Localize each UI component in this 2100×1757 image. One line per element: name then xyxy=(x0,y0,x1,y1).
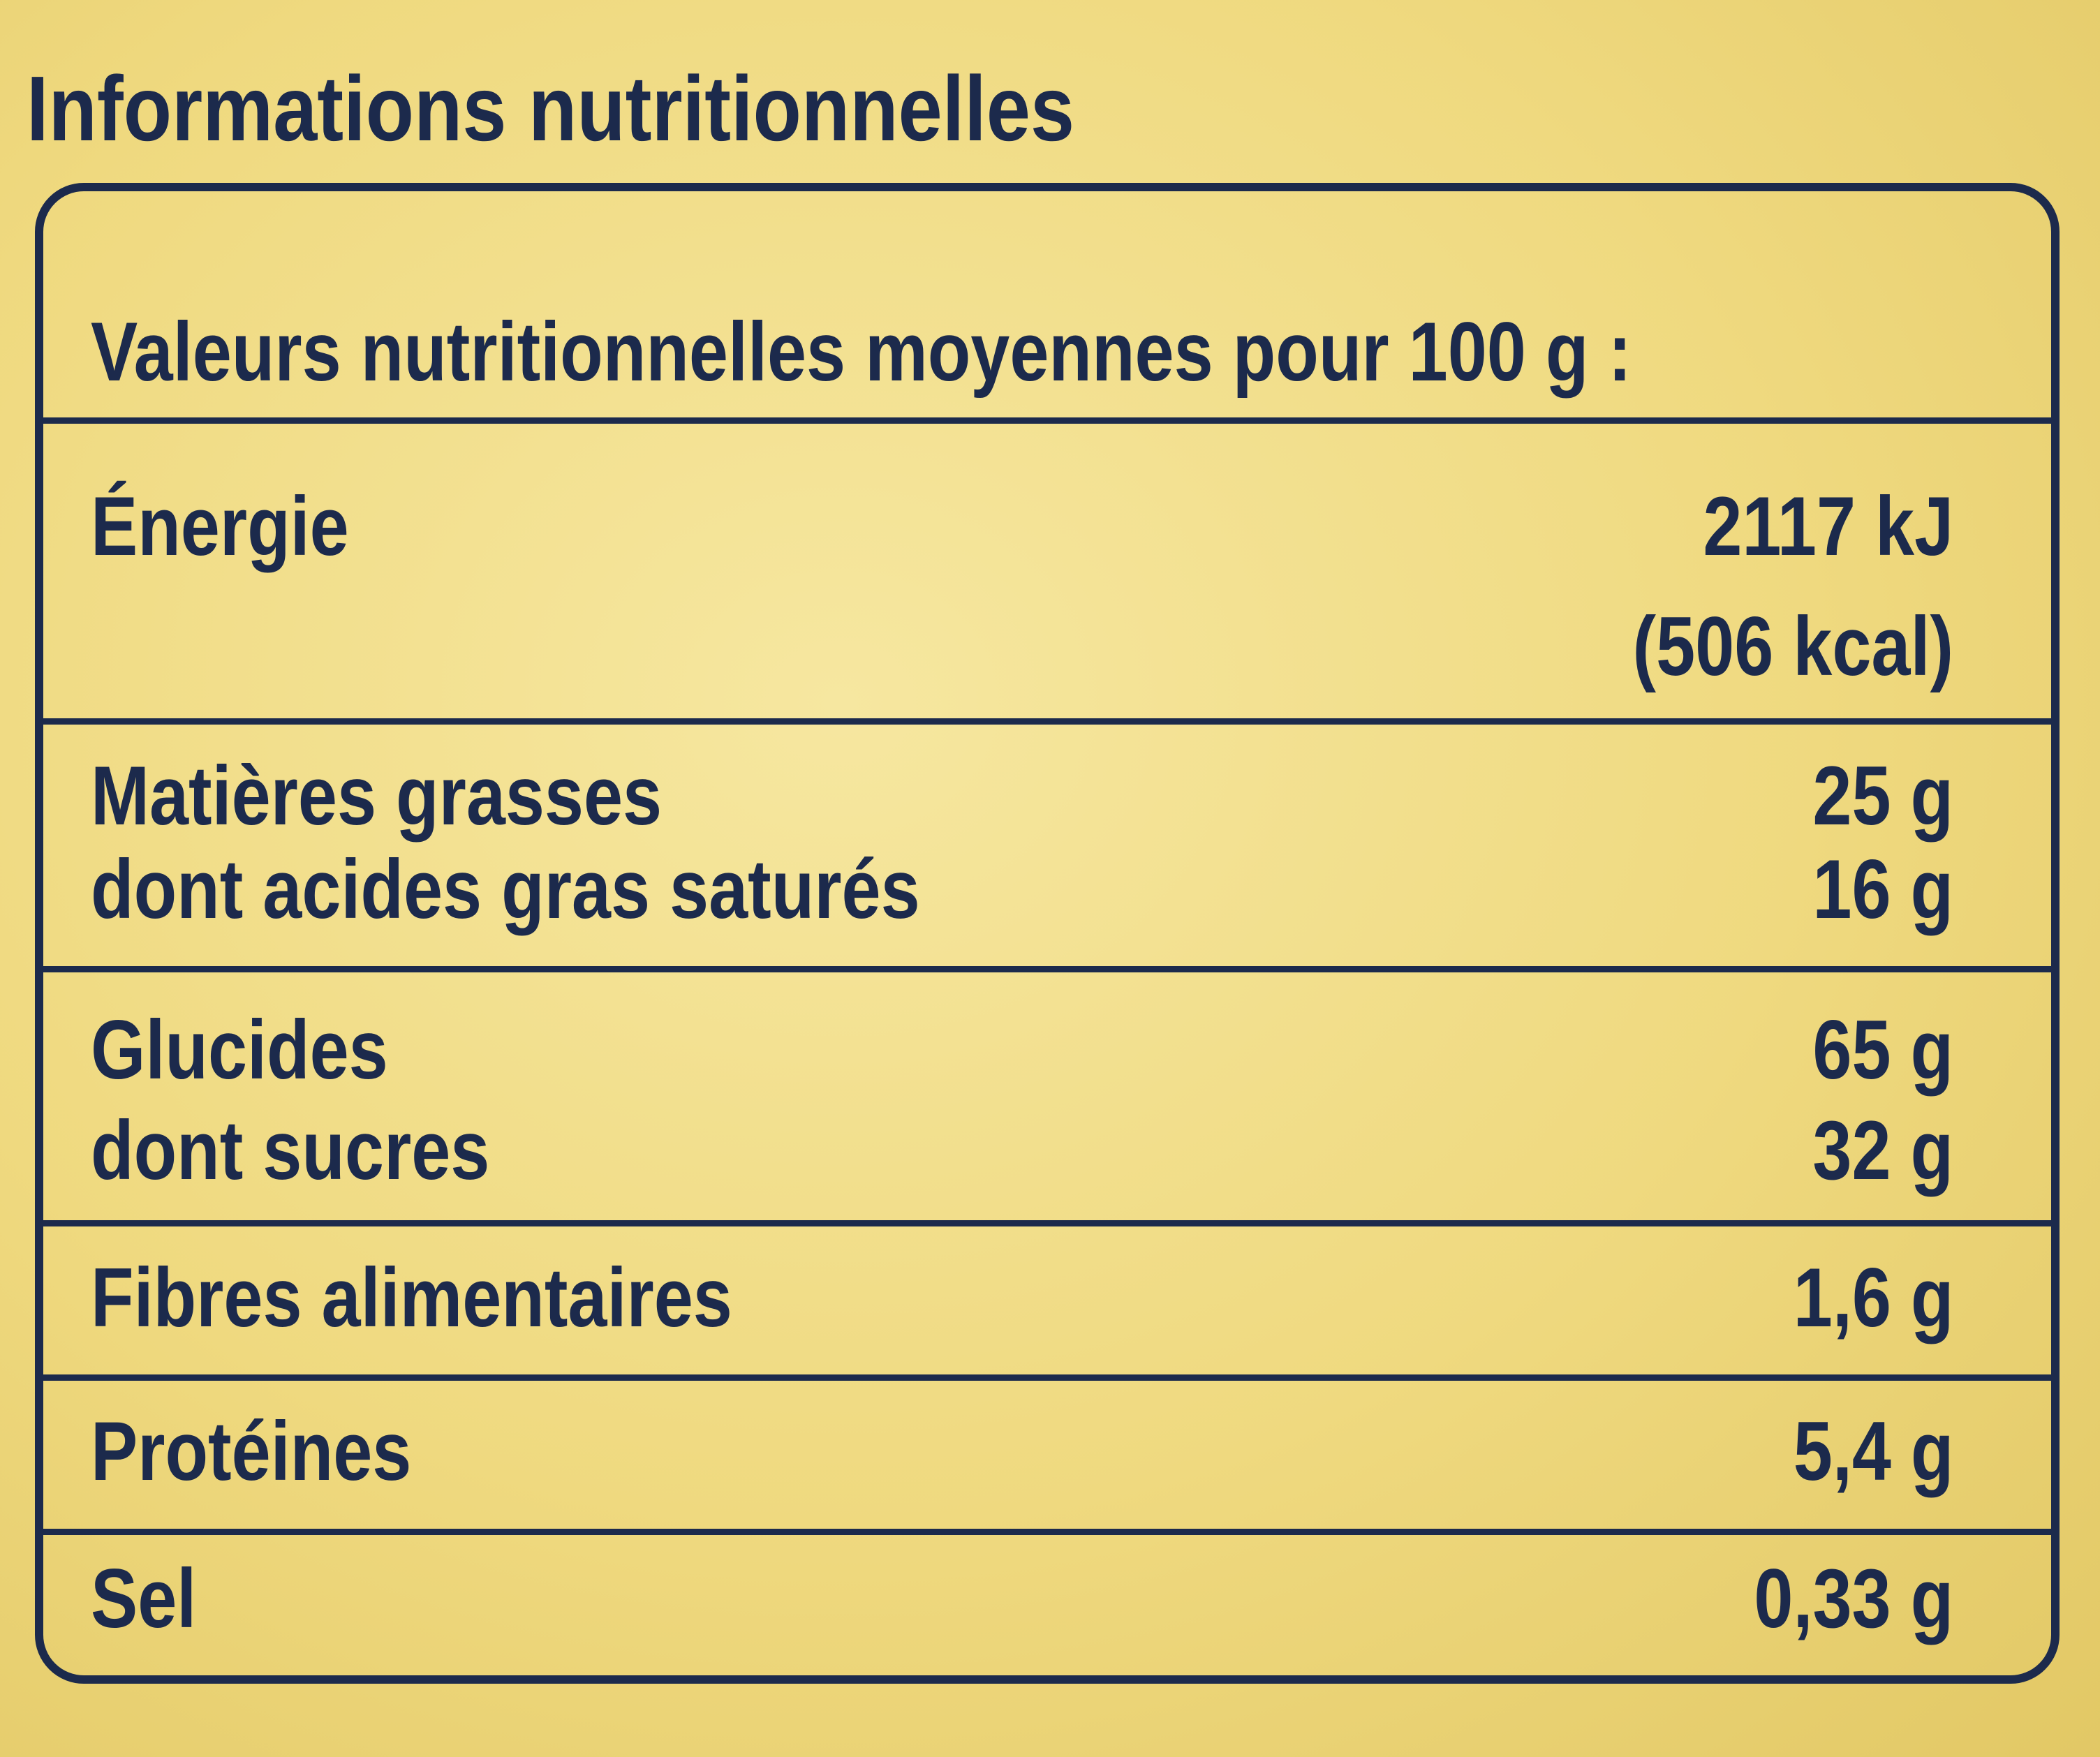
row-value: 16 g xyxy=(1812,843,1953,936)
table-row-sel: Sel 0,33 g xyxy=(91,1557,1953,1647)
row-value: 0,33 g xyxy=(1754,1552,1953,1645)
row-label: Matières grasses xyxy=(91,749,663,843)
table-row-glucides: Glucides 65 g xyxy=(91,1008,1953,1099)
table-row-proteines: Protéines 5,4 g xyxy=(91,1409,1953,1500)
table-row-satures: dont acides gras saturés 16 g xyxy=(91,847,1953,938)
divider xyxy=(43,1374,2051,1381)
table-row-matieres-grasses: Matières grasses 25 g xyxy=(91,754,1953,845)
row-label: dont acides gras saturés xyxy=(91,843,920,936)
table-row-energie-kcal: (506 kcal) xyxy=(91,605,1953,695)
divider xyxy=(43,417,2051,424)
label-title: Informations nutritionnelles xyxy=(27,57,1075,160)
header-text: Valeurs nutritionnelles moyennes pour 10… xyxy=(91,305,1632,399)
row-label: Glucides xyxy=(91,1003,388,1097)
row-value: 25 g xyxy=(1812,749,1953,843)
nutrition-table: Valeurs nutritionnelles moyennes pour 10… xyxy=(35,183,2060,1684)
row-value: 1,6 g xyxy=(1793,1251,1953,1344)
table-row-energie: Énergie 2117 kJ xyxy=(91,484,1953,575)
divider xyxy=(43,1529,2051,1535)
divider xyxy=(43,966,2051,972)
row-value: 32 g xyxy=(1812,1104,1953,1197)
divider xyxy=(43,1220,2051,1226)
row-label: Protéines xyxy=(91,1404,412,1498)
divider xyxy=(43,718,2051,725)
row-value: 5,4 g xyxy=(1793,1404,1953,1498)
table-header: Valeurs nutritionnelles moyennes pour 10… xyxy=(91,310,1953,401)
row-label: Sel xyxy=(91,1552,197,1645)
table-row-fibres: Fibres alimentaires 1,6 g xyxy=(91,1256,1953,1347)
row-label: Fibres alimentaires xyxy=(91,1251,732,1344)
row-value: 65 g xyxy=(1812,1003,1953,1097)
row-value: 2117 kJ xyxy=(1703,480,1953,573)
row-label: Énergie xyxy=(91,480,349,573)
table-row-sucres: dont sucres 32 g xyxy=(91,1109,1953,1199)
row-label: dont sucres xyxy=(91,1104,490,1197)
row-value-kcal: (506 kcal) xyxy=(1632,600,1953,693)
